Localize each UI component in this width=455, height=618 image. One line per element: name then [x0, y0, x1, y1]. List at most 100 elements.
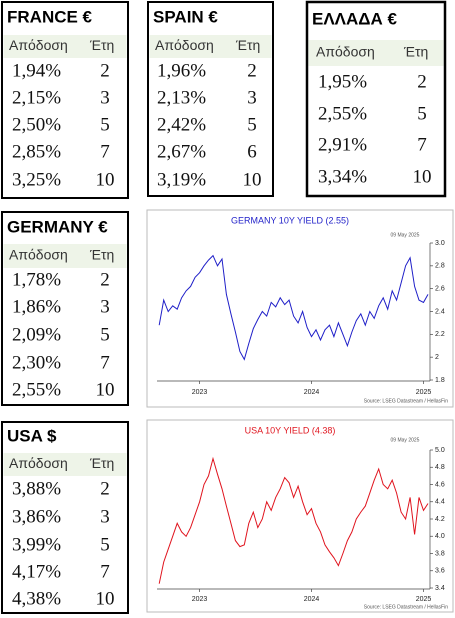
- table-cell: 10: [413, 166, 432, 187]
- y-tick-label: 5.0: [435, 447, 445, 454]
- table-cell: 6: [247, 141, 257, 162]
- y-tick-label: 2.4: [435, 308, 445, 315]
- table-cell: 5: [100, 114, 110, 135]
- table-cell: 2: [417, 71, 427, 92]
- column-header: Έτη: [235, 37, 260, 53]
- column-header: Απόδοση: [9, 455, 68, 471]
- table-cell: 2,55%: [318, 103, 367, 124]
- y-tick-label: 2.6: [435, 286, 445, 293]
- table-cell: 5: [100, 324, 110, 345]
- y-tick-label: 4.8: [435, 464, 445, 471]
- table-cell: 1,95%: [318, 71, 367, 92]
- table-cell: 2,85%: [12, 141, 61, 162]
- header-band: [3, 35, 127, 58]
- table-cell: 10: [96, 379, 115, 400]
- table-cell: 7: [100, 561, 110, 582]
- column-header: Απόδοση: [9, 247, 68, 263]
- y-tick-label: 3.8: [435, 550, 445, 557]
- table-cell: 2,50%: [12, 114, 61, 135]
- column-header: Έτη: [89, 247, 114, 263]
- table-cell: 2: [100, 60, 110, 81]
- column-header: Απόδοση: [316, 44, 375, 60]
- table-cell: 3: [100, 506, 110, 527]
- table-cell: 1,94%: [12, 60, 61, 81]
- table-cell: 2,55%: [12, 379, 61, 400]
- table-title: SPAIN €: [153, 7, 218, 26]
- table-cell: 2,15%: [12, 87, 61, 108]
- y-tick-label: 3.0: [435, 240, 445, 247]
- x-tick-label: 2024: [304, 596, 320, 603]
- header-band: [3, 453, 127, 476]
- table-cell: 1,96%: [157, 60, 206, 81]
- chart-box: [146, 419, 454, 613]
- table-box: [147, 1, 274, 197]
- x-tick-label: 2025: [416, 389, 432, 396]
- header-band: [3, 244, 127, 268]
- table-cell: 3,25%: [12, 169, 61, 190]
- table-cell: 10: [243, 169, 262, 190]
- header-band: [149, 35, 272, 58]
- chart-source: Source: LSEG Datastream / HellasFin: [364, 604, 448, 610]
- y-tick-label: 2.2: [435, 331, 445, 338]
- column-header: Έτη: [403, 44, 428, 60]
- x-tick-label: 2024: [304, 389, 320, 396]
- table-cell: 3: [100, 87, 110, 108]
- header-band: [308, 40, 444, 66]
- table-cell: 2,30%: [12, 352, 61, 373]
- table-cell: 5: [100, 534, 110, 555]
- column-header: Έτη: [89, 37, 114, 53]
- x-tick-label: 2025: [416, 596, 432, 603]
- table-cell: 5: [247, 114, 257, 135]
- table-title: ΕΛΛΑΔΑ €: [312, 9, 398, 28]
- table-cell: 4,38%: [12, 588, 61, 609]
- chart-box: [146, 209, 454, 408]
- table-cell: 2,09%: [12, 324, 61, 345]
- y-tick-label: 2.8: [435, 263, 445, 270]
- y-tick-label: 3.6: [435, 568, 445, 575]
- table-cell: 2,42%: [157, 114, 206, 135]
- table-cell: 3,34%: [318, 166, 367, 187]
- table-cell: 7: [100, 141, 110, 162]
- table-cell: 3: [247, 87, 257, 108]
- table-cell: 2: [100, 478, 110, 499]
- table-cell: 2,67%: [157, 141, 206, 162]
- table-cell: 3: [100, 296, 110, 317]
- table-cell: 3,88%: [12, 478, 61, 499]
- table-title: USA $: [7, 426, 57, 445]
- table-cell: 4,17%: [12, 561, 61, 582]
- table-cell: 3,19%: [157, 169, 206, 190]
- table-cell: 5: [417, 103, 427, 124]
- table-cell: 10: [96, 169, 115, 190]
- y-tick-label: 4.2: [435, 516, 445, 523]
- column-header: Έτη: [89, 455, 114, 471]
- y-tick-label: 1.8: [435, 377, 445, 384]
- chart-date: 09 May 2025: [391, 232, 420, 238]
- table-cell: 1,78%: [12, 269, 61, 290]
- table-cell: 3,86%: [12, 506, 61, 527]
- table-title: FRANCE €: [7, 7, 93, 26]
- x-tick-label: 2023: [192, 389, 208, 396]
- column-header: Απόδοση: [9, 37, 68, 53]
- table-cell: 7: [100, 352, 110, 373]
- table-cell: 2: [247, 60, 257, 81]
- chart-title: USA 10Y YIELD (4.38): [245, 425, 336, 435]
- y-tick-label: 2: [435, 354, 439, 361]
- table-cell: 2,91%: [318, 134, 367, 155]
- y-tick-label: 4.4: [435, 499, 445, 506]
- yield-line: [158, 456, 429, 584]
- table-box: [1, 1, 129, 199]
- yield-line: [158, 254, 429, 361]
- table-title: GERMANY €: [7, 217, 108, 236]
- table-cell: 3,99%: [12, 534, 61, 555]
- y-tick-label: 4.6: [435, 481, 445, 488]
- table-cell: 10: [96, 588, 115, 609]
- chart-source: Source: LSEG Datastream / HellasFin: [364, 398, 448, 404]
- y-tick-label: 3.4: [435, 585, 445, 592]
- table-cell: 2: [100, 269, 110, 290]
- chart-title: GERMANY 10Y YIELD (2.55): [231, 215, 349, 225]
- table-box: [305, 0, 447, 198]
- column-header: Απόδοση: [155, 37, 214, 53]
- table-cell: 1,86%: [12, 296, 61, 317]
- y-tick-label: 4.0: [435, 533, 445, 540]
